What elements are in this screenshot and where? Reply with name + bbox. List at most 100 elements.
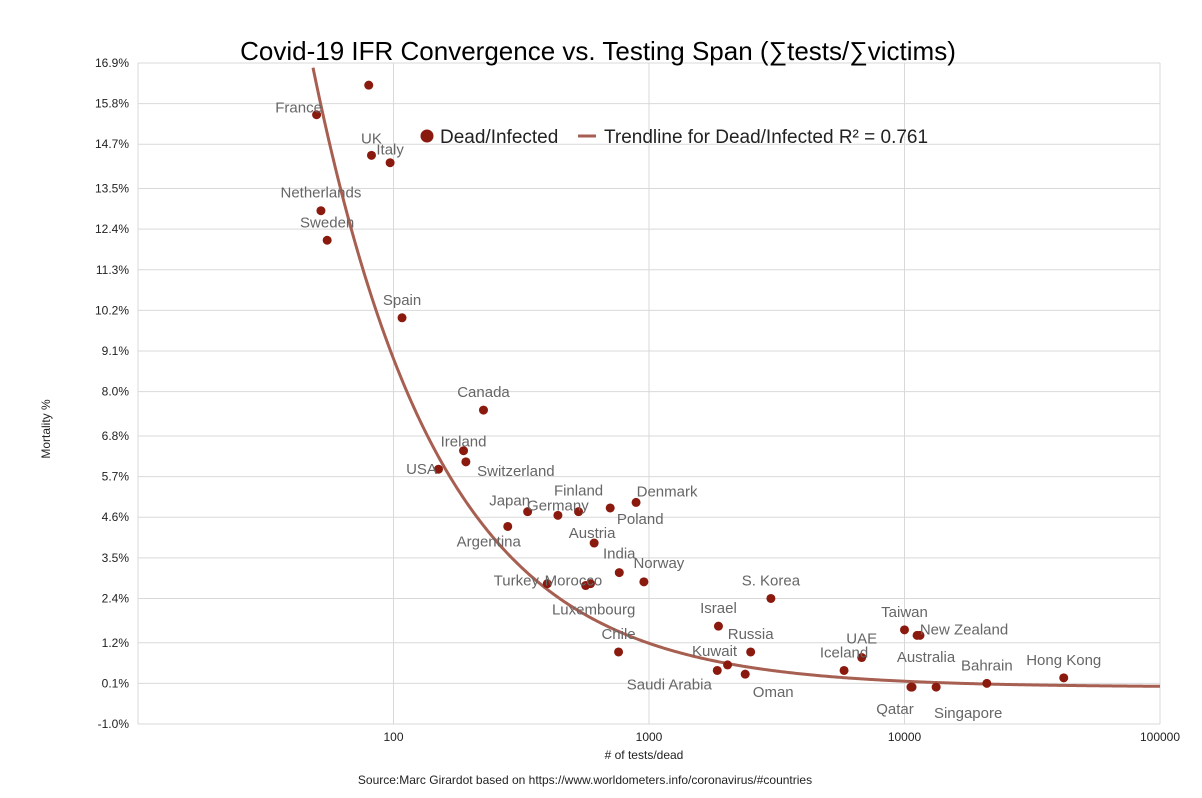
y-axis-label: Mortality %	[39, 399, 53, 459]
point-bahrain	[982, 678, 992, 688]
point-israel	[713, 621, 723, 631]
point-canada	[478, 405, 488, 415]
point-qatar	[906, 682, 916, 692]
point-label-oman: Oman	[753, 684, 794, 701]
point-japan	[523, 507, 533, 517]
point-hong-kong	[1059, 673, 1069, 683]
point-label-hong-kong: Hong Kong	[1026, 652, 1101, 669]
point-label-norway: Norway	[633, 555, 684, 572]
point-sweden	[322, 235, 332, 245]
y-tick-label: 0.1%	[102, 676, 130, 690]
point-label-saudi-arabia: Saudi Arabia	[627, 676, 713, 693]
point-label-canada: Canada	[457, 384, 510, 401]
x-tick-label: 10000	[888, 730, 922, 744]
point-label-qatar: Qatar	[876, 701, 914, 718]
point-italy	[385, 158, 395, 168]
point-finland	[574, 507, 584, 517]
point-ireland	[459, 446, 469, 456]
y-tick-label: 5.7%	[102, 470, 130, 484]
point-oman	[740, 669, 750, 679]
point-denmark	[631, 497, 641, 507]
y-tick-label: 6.8%	[102, 429, 130, 443]
point-india	[614, 568, 624, 578]
source-note: Source:Marc Girardot based on https://ww…	[358, 773, 812, 787]
point-austria	[589, 538, 599, 548]
point-uk	[366, 150, 376, 160]
point-label-kuwait: Kuwait	[692, 643, 738, 660]
point-label-denmark: Denmark	[637, 483, 698, 500]
point-label-chile: Chile	[601, 626, 635, 643]
y-tick-label: 3.5%	[102, 551, 130, 565]
y-tick-label: 14.7%	[95, 137, 129, 151]
point-singapore	[931, 682, 941, 692]
data-points	[312, 80, 1069, 692]
y-tick-label: 9.1%	[102, 344, 130, 358]
point-norway	[639, 577, 649, 587]
point-label-india: India	[603, 546, 636, 563]
point-label-morocco: Morocco	[545, 573, 603, 590]
y-tick-label: 2.4%	[102, 591, 130, 605]
point-argentina	[503, 521, 513, 531]
y-tick-label: 4.6%	[102, 510, 130, 524]
gridlines	[137, 62, 1161, 725]
point-label-netherlands: Netherlands	[280, 185, 361, 202]
point-taiwan	[900, 625, 909, 635]
point-label-luxembourg: Luxembourg	[552, 602, 635, 619]
point-kuwait	[723, 660, 733, 670]
point-label-spain: Spain	[383, 292, 421, 309]
point-label-singapore: Singapore	[934, 705, 1002, 722]
point-france	[312, 110, 322, 120]
point-label-ireland: Ireland	[441, 434, 487, 451]
y-tick-label: 16.9%	[95, 56, 129, 70]
point-label-uae: UAE	[846, 631, 877, 648]
point-usa	[433, 464, 443, 474]
legend-label-dead-infected: Dead/Infected	[440, 127, 558, 148]
point-label-sweden: Sweden	[300, 214, 354, 231]
point-label-switzerland: Switzerland	[477, 463, 555, 480]
point-germany	[553, 510, 563, 520]
point-iceland	[839, 665, 849, 675]
x-tick-label: 100	[383, 730, 403, 744]
point-label-australia: Australia	[897, 649, 956, 666]
y-tick-label: 15.8%	[95, 97, 129, 111]
axis-ticks: -1.0% 0.1% 1.2% 2.4% 3.5% 4.6% 5.7% 6.8% 8.0% 9.1…	[95, 56, 1180, 744]
point-saudi-arabia	[712, 665, 722, 675]
x-tick-label: 1000	[636, 730, 663, 744]
point-russia	[746, 647, 756, 657]
y-tick-label: 11.3%	[96, 263, 129, 277]
chart-title: Covid-19 IFR Convergence vs. Testing Spa…	[240, 36, 956, 66]
point-label-germany: Germany	[527, 497, 589, 514]
y-tick-label: 8.0%	[102, 385, 130, 399]
trendline-layer	[311, 67, 1160, 688]
point-chile	[614, 647, 624, 657]
point-switzerland	[461, 457, 471, 467]
y-tick-label: -1.0%	[98, 717, 130, 731]
point-luxembourg	[581, 581, 591, 591]
point-label-usa: USA	[406, 461, 437, 478]
point-label-israel: Israel	[700, 600, 737, 617]
point-label-iceland: Iceland	[820, 644, 868, 661]
x-tick-label: 100000	[1140, 730, 1180, 744]
point-unlabeled-1	[364, 80, 374, 90]
point-label-new-zealand: New Zealand	[920, 621, 1008, 638]
point-label-finland: Finland	[554, 483, 603, 500]
point-label-france: France	[275, 100, 322, 117]
point-label-uk: UK	[361, 130, 382, 147]
x-axis-label: # of tests/dead	[605, 748, 684, 762]
point-label-russia: Russia	[728, 626, 775, 643]
legend-label-trendline: Trendline for Dead/Infected R² = 0.761	[604, 127, 928, 148]
point-label-japan: Japan	[489, 493, 530, 510]
y-tick-label: 10.2%	[95, 303, 129, 317]
point-label-italy: Italy	[376, 142, 404, 159]
point-label-austria: Austria	[569, 525, 616, 542]
point-label-poland: Poland	[617, 511, 664, 528]
point-label-argentina: Argentina	[457, 533, 522, 550]
point-label-s-korea: S. Korea	[742, 572, 801, 589]
point-spain	[397, 313, 407, 323]
y-tick-label: 12.4%	[95, 222, 129, 236]
point-label-bahrain: Bahrain	[961, 657, 1013, 674]
point-turkey	[542, 579, 552, 589]
legend-marker-dead-infected	[420, 129, 434, 143]
point-unlabeled-34	[912, 630, 922, 640]
